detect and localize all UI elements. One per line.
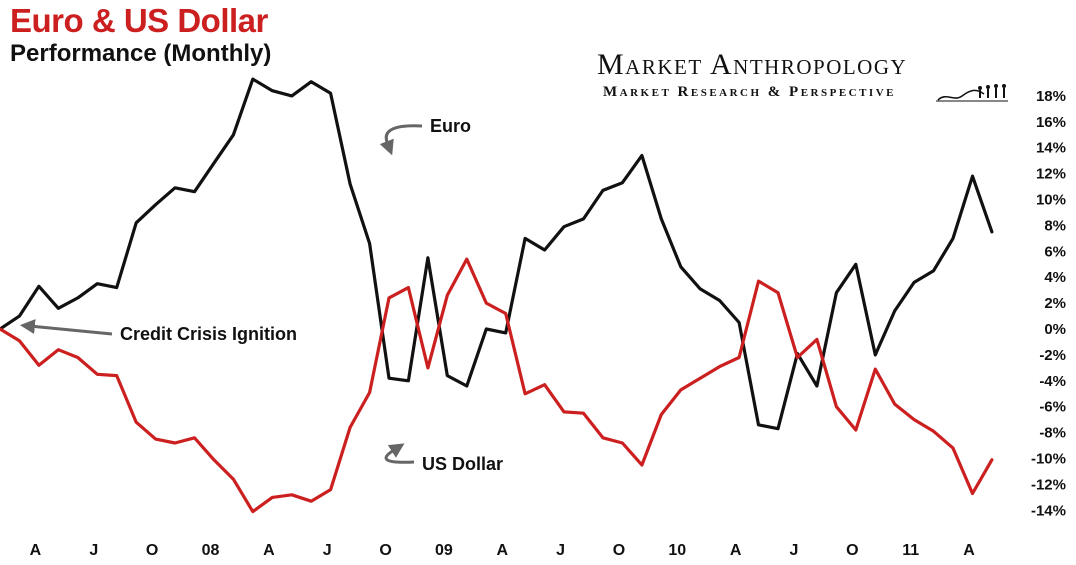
- y-tick-label: -6%: [1039, 399, 1066, 416]
- x-tick-label: A: [963, 542, 975, 559]
- chart-title: Euro & US Dollar: [10, 2, 268, 39]
- y-tick-label: -8%: [1039, 425, 1066, 442]
- annotation-arrow: [19, 319, 113, 336]
- chart-subtitle: Performance (Monthly): [10, 40, 272, 67]
- y-tick-label: -10%: [1031, 451, 1066, 468]
- y-tick-label: 2%: [1044, 295, 1066, 312]
- annotation-layer: Euro Credit Crisis Ignition US Dollar: [19, 116, 503, 474]
- y-tick-label: 14%: [1036, 140, 1066, 157]
- x-tick-label: O: [146, 542, 158, 559]
- annotation-label: Euro: [430, 116, 471, 136]
- y-tick-label: 10%: [1036, 192, 1066, 209]
- y-tick-label: 4%: [1044, 269, 1066, 286]
- y-tick-label: 16%: [1036, 114, 1066, 131]
- y-tick-label: 0%: [1044, 321, 1066, 338]
- x-tick-label: J: [790, 542, 799, 559]
- x-tick-label: O: [613, 542, 625, 559]
- x-axis: A J O 08 A J O 09 A J O 10 A J O 11 A: [30, 542, 976, 559]
- y-tick-label: -2%: [1039, 347, 1066, 364]
- x-tick-label: A: [30, 542, 42, 559]
- series-line-us-dollar: [0, 257, 994, 514]
- x-tick-label: O: [846, 542, 858, 559]
- brand-logo-text: Market Anthropology: [597, 48, 908, 81]
- annotation-arrow: [384, 443, 415, 464]
- y-tick-label: 18%: [1036, 88, 1066, 105]
- y-tick-label: 12%: [1036, 166, 1066, 183]
- y-tick-label: -14%: [1031, 502, 1066, 519]
- x-tick-label: A: [730, 542, 742, 559]
- x-tick-label: A: [496, 542, 508, 559]
- x-tick-label: O: [379, 542, 391, 559]
- annotation-label: Credit Crisis Ignition: [120, 324, 297, 344]
- brand-tagline: Market Research & Perspective: [603, 84, 896, 100]
- x-tick-label: J: [556, 542, 565, 559]
- x-tick-label: J: [89, 542, 98, 559]
- y-tick-label: -12%: [1031, 476, 1066, 493]
- series-line-euro: [0, 77, 994, 431]
- y-tick-label: 8%: [1044, 217, 1066, 234]
- annotation-label: US Dollar: [422, 454, 503, 474]
- x-tick-label: 10: [668, 542, 686, 559]
- x-tick-label: A: [263, 542, 275, 559]
- annotation-arrow: [379, 124, 423, 156]
- x-tick-label: 08: [202, 542, 220, 559]
- x-tick-label: 11: [902, 542, 919, 559]
- y-tick-label: 6%: [1044, 243, 1066, 260]
- y-tick-label: -4%: [1039, 373, 1066, 390]
- series-layer: [0, 77, 994, 514]
- x-tick-label: J: [323, 542, 332, 559]
- evolution-logo-icon: [936, 84, 1008, 102]
- y-axis: 18% 16% 14% 12% 10% 8% 6% 4% 2% 0% -2% -4% -6% -8% -10…: [1031, 88, 1066, 519]
- x-tick-label: 09: [435, 542, 453, 559]
